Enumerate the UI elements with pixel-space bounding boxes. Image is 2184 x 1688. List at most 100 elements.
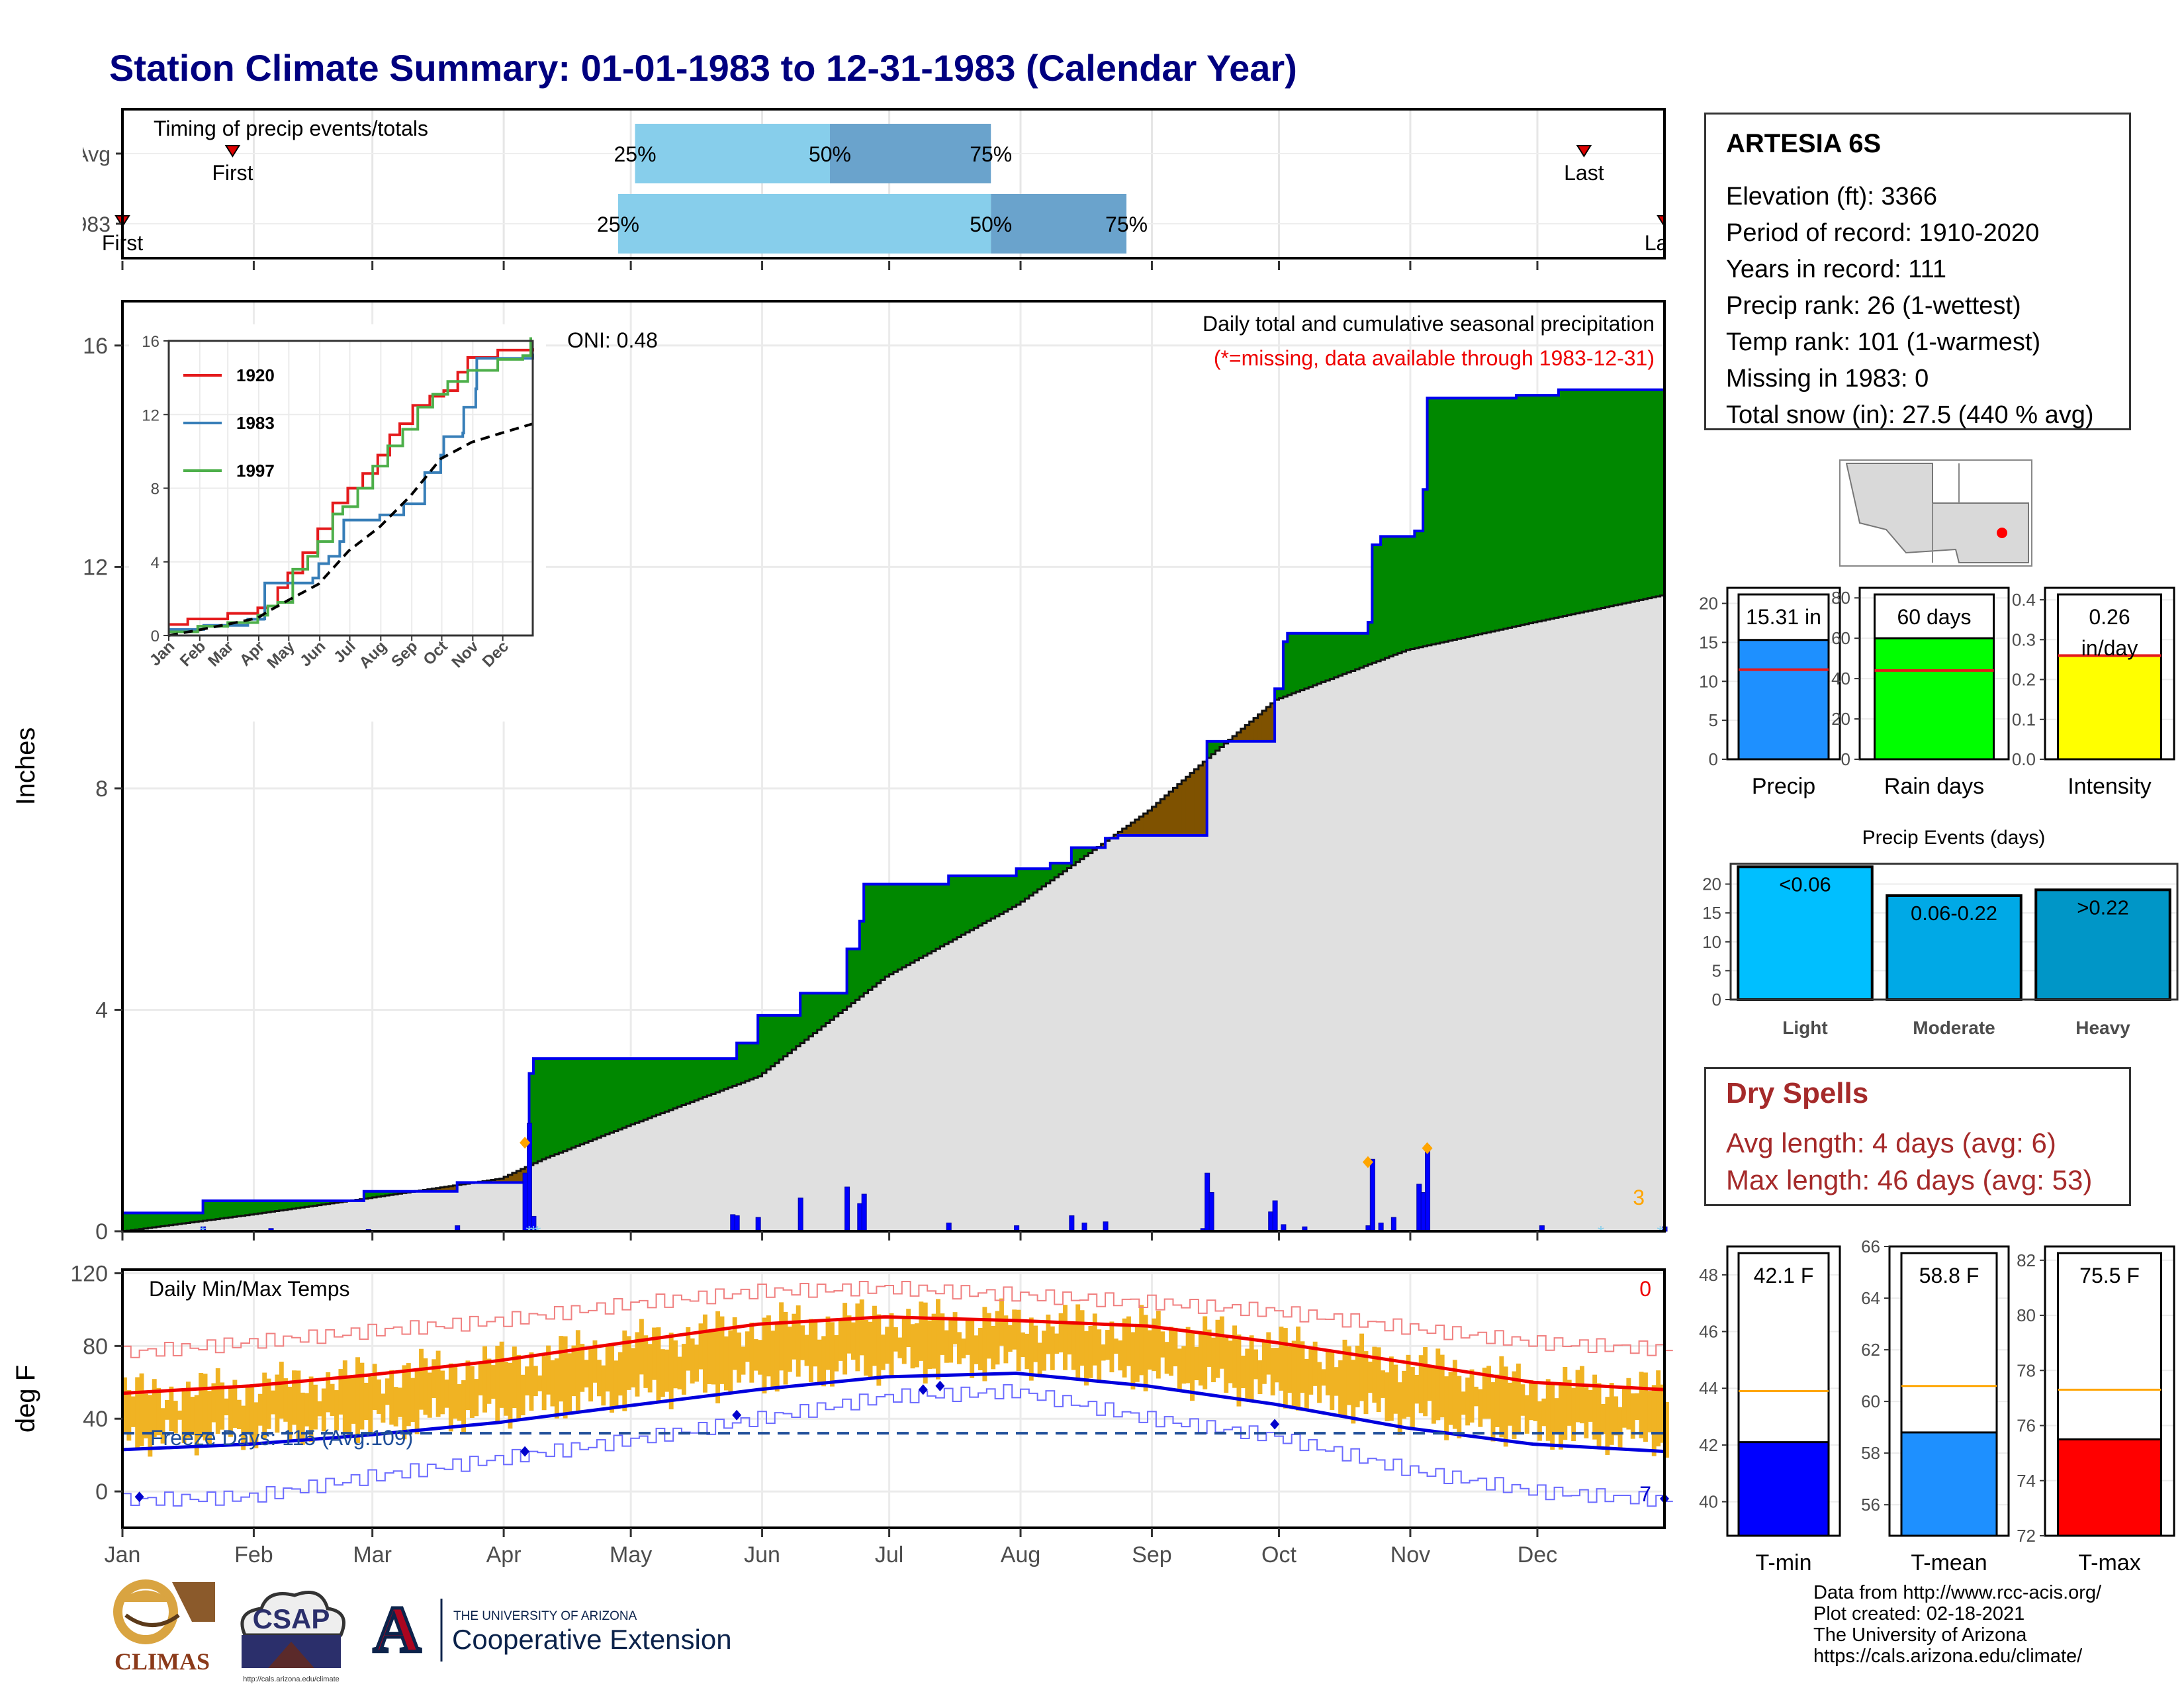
precip-diff-slab: [444, 1186, 449, 1192]
temp-daily-bar: [614, 1360, 619, 1407]
precip-diff-slab: [377, 1191, 382, 1197]
tmax-panel-y-tick-label: 80: [2017, 1305, 2036, 1325]
precip-diff-slab: [156, 1213, 161, 1227]
dry-spells-max: Max length: 46 days (avg: 53): [1726, 1164, 2093, 1196]
precip-diff-slab: [1304, 633, 1309, 689]
precip-diff-slab: [508, 1174, 513, 1183]
temp-y-tick-label: 0: [95, 1479, 108, 1505]
temp-daily-bar: [1245, 1348, 1250, 1399]
temp-daily-bar: [779, 1302, 784, 1371]
precip-diff-slab: [690, 1058, 695, 1102]
precip-diff-slab: [1249, 722, 1254, 741]
temp-daily-bar: [723, 1336, 729, 1391]
temp-daily-bar: [991, 1325, 996, 1370]
precip-diff-slab: [1439, 398, 1445, 643]
precip-diff-slab: [1503, 398, 1508, 629]
precip-diff-slab: [1355, 633, 1360, 670]
precip-diff-slab: [575, 1058, 580, 1147]
precip-events-bar-label: 0.06-0.22: [1911, 902, 1997, 925]
temp-daily-bar: [1037, 1342, 1042, 1378]
temp-daily-bar: [766, 1315, 771, 1377]
precip-diff-slab: [1452, 398, 1457, 640]
timing-quartile-label: 25%: [597, 212, 639, 236]
temp-daily-bar: [427, 1372, 432, 1418]
precip-diff-slab: [592, 1058, 598, 1140]
temp-daily-bar: [1181, 1346, 1187, 1384]
precip-diff-slab: [1575, 389, 1580, 614]
temp-daily-bar: [1600, 1403, 1606, 1434]
precip-events-y-tick-label: 0: [1712, 990, 1721, 1009]
precip-diff-slab: [1563, 389, 1568, 616]
timing-right-mask: [1666, 109, 1692, 258]
temp-daily-bar: [275, 1374, 280, 1433]
temp-daily-bar: [995, 1311, 1000, 1365]
temp-daily-bar: [1609, 1383, 1614, 1445]
precip-diff-slab: [1342, 633, 1347, 675]
temp-daily-bar: [1308, 1348, 1314, 1395]
intensity-panel-frame: [2044, 586, 2175, 761]
temp-title: Daily Min/Max Temps: [149, 1277, 349, 1301]
precip-diff-slab: [266, 1201, 271, 1213]
precip-diff-slab: [1169, 792, 1174, 836]
temp-line: [122, 1372, 1665, 1454]
temp-daily-bar: [970, 1318, 975, 1378]
intensity-panel-y-tick-label: 0.3: [2012, 630, 2036, 649]
temp-daily-bar: [1486, 1366, 1492, 1419]
temp-daily-bar: [1435, 1348, 1441, 1421]
temp-daily-bar: [1499, 1356, 1504, 1438]
precip-diff-slab: [622, 1058, 627, 1128]
temp-daily-bar: [1092, 1313, 1097, 1366]
precip-diff-slab: [1245, 725, 1250, 741]
precip-diff-slab: [186, 1213, 191, 1223]
temp-record-line: [122, 1280, 1673, 1358]
precip-diff-slab: [1270, 703, 1275, 741]
temp-daily-bar: [504, 1362, 508, 1416]
temp-daily-bar: [363, 1382, 369, 1421]
precip-average-line: [122, 594, 1666, 1233]
precip-total-panel: 15.31 in 0 5 10 15 20 Precip: [1699, 586, 1841, 799]
temp-daily-bar: [592, 1340, 598, 1383]
precip-diff-slab: [940, 884, 945, 947]
month-label: Nov: [1390, 1542, 1430, 1568]
temp-cold-marker: [1270, 1419, 1280, 1430]
temp-daily-bar: [686, 1327, 691, 1371]
precip-diff-slab: [148, 1213, 153, 1228]
precip-diff-slab: [1410, 536, 1415, 649]
temp-daily-bar: [546, 1345, 551, 1395]
temp-daily-bar: [1097, 1329, 1102, 1382]
tmean-panel-y-tick-label: 64: [1861, 1288, 1880, 1308]
temp-daily-bar: [868, 1321, 873, 1378]
timing-frame: [121, 108, 1666, 259]
temp-daily-bar: [1541, 1398, 1547, 1427]
precip-diff-slab: [1418, 531, 1424, 647]
precip-diff-slab: [1423, 489, 1428, 647]
precip-diff-slab: [1203, 761, 1208, 836]
rain-days-panel-x-label: Rain days: [1884, 774, 1984, 799]
precip-diff-slab: [1435, 398, 1441, 644]
precip-diff-slab: [1160, 799, 1165, 836]
precip-diff-slab: [580, 1058, 585, 1145]
intensity-panel-value-label: 0.26: [2089, 605, 2130, 629]
intensity-panel-y-tick-label: 0.2: [2012, 670, 2036, 690]
precip-daily-bar: [1272, 1200, 1278, 1232]
map-states: [1845, 463, 2029, 563]
temp-daily-bar: [580, 1344, 585, 1392]
temp-daily-bar: [622, 1330, 627, 1411]
temp-daily-bar: [804, 1335, 809, 1366]
temp-daily-bar: [732, 1317, 737, 1370]
precip-diff-slab: [1469, 398, 1475, 636]
precip-diff-slab: [897, 884, 903, 970]
precip-diff-slab: [999, 876, 1005, 914]
temp-daily-bar: [1164, 1342, 1169, 1374]
precip-diff-slab: [978, 876, 983, 926]
precip-y-tick-label: 4: [95, 998, 108, 1023]
precip-diff-slab: [584, 1058, 589, 1143]
temp-daily-bar: [1321, 1369, 1326, 1386]
precip-diff-slab: [1079, 847, 1085, 859]
precip-daily-bar: [844, 1186, 850, 1232]
tmin-panel-frame: [1726, 1245, 1841, 1537]
temp-cold-marker: [134, 1491, 144, 1503]
temp-daily-bar: [486, 1358, 492, 1404]
month-label: Aug: [1001, 1542, 1041, 1568]
temp-daily-bar: [1219, 1316, 1224, 1369]
